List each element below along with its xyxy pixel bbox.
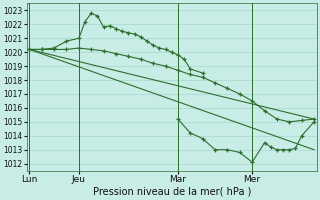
X-axis label: Pression niveau de la mer( hPa ): Pression niveau de la mer( hPa ) <box>92 187 251 197</box>
